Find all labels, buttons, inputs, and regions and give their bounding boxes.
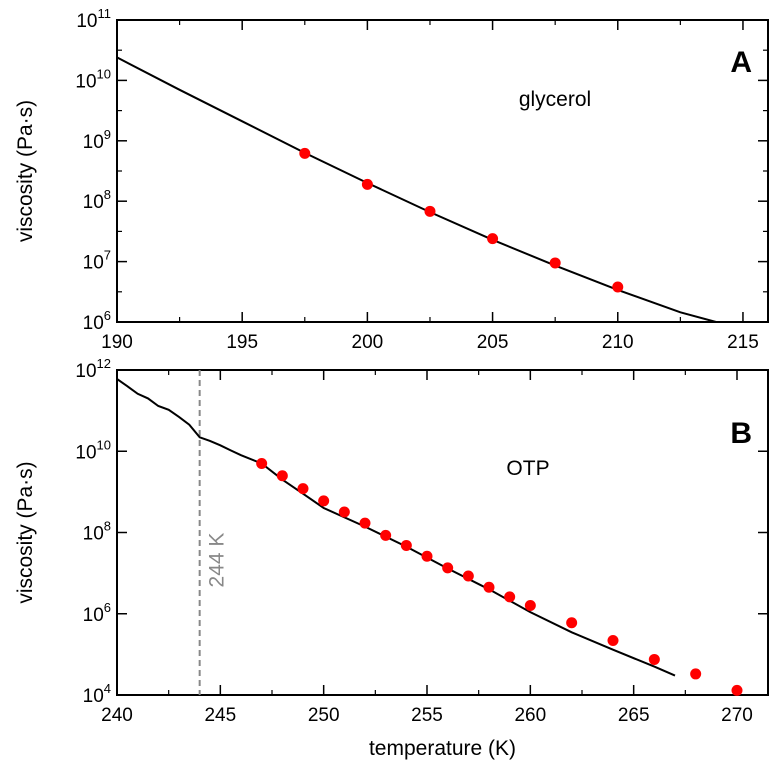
x-tick-label: 245 (204, 705, 236, 726)
x-tick-label: 200 (352, 332, 384, 353)
data-point (690, 668, 702, 680)
data-point (462, 570, 474, 582)
y-tick-label: 1012 (75, 356, 111, 382)
x-tick-label: 240 (101, 705, 133, 726)
plot-frame (116, 19, 769, 323)
panel-annotation: OTP (506, 457, 549, 480)
data-point (400, 539, 412, 551)
y-tick-label: 108 (83, 519, 111, 545)
panel-a: 190 195 200 205 210 215 106 107 108 109 1010 1011 Ag… (14, 6, 769, 353)
data-point (566, 617, 578, 629)
y-tick-label: 1010 (75, 66, 111, 92)
y-tick-label: 1011 (76, 6, 111, 32)
data-point (607, 634, 619, 646)
x-tick-label: 210 (602, 332, 634, 353)
x-tick-label: 250 (308, 705, 340, 726)
plot-frame (116, 369, 769, 696)
data-point (276, 470, 288, 482)
data-point (612, 281, 624, 293)
y-tick-label: 104 (83, 681, 111, 707)
panel-letter: A (730, 46, 752, 79)
data-point (318, 495, 330, 507)
y-tick-label: 106 (83, 600, 111, 626)
panel-annotation: glycerol (519, 88, 591, 111)
data-point (483, 581, 495, 593)
data-point (648, 653, 660, 665)
x-tick-label: 265 (618, 705, 650, 726)
data-point (731, 684, 743, 696)
y-axis-title: viscosity (Pa·s) (14, 100, 37, 242)
data-point (299, 147, 311, 159)
data-point (297, 483, 309, 495)
reference-line-label: 244 K (206, 533, 229, 588)
fit-curve (117, 378, 676, 677)
data-point (424, 205, 436, 217)
data-point (524, 599, 536, 611)
data-point (359, 517, 371, 529)
data-point (421, 550, 433, 562)
data-point (504, 591, 516, 603)
x-axis-title: temperature (K) (369, 737, 516, 760)
y-tick-label: 109 (83, 127, 111, 153)
data-point (338, 506, 350, 518)
y-tick-label: 107 (83, 248, 111, 274)
y-tick-label: 108 (83, 187, 111, 213)
x-tick-label: 215 (727, 332, 759, 353)
data-point (380, 529, 392, 541)
data-point (442, 562, 454, 574)
fit-curve (117, 56, 719, 322)
panel-b: 240 245 250 255 260 265 270 104 106 108 1010 1012 24… (14, 356, 769, 760)
x-tick-label: 260 (514, 705, 546, 726)
x-tick-label: 255 (411, 705, 443, 726)
x-tick-label: 195 (226, 332, 258, 353)
x-tick-label: 190 (101, 332, 133, 353)
y-axis-title: viscosity (Pa·s) (14, 461, 37, 603)
data-point (487, 233, 499, 245)
panel-letter: B (730, 417, 752, 450)
x-tick-label: 205 (477, 332, 509, 353)
y-tick-label: 1010 (75, 437, 111, 463)
data-point (361, 178, 373, 190)
data-point (549, 257, 561, 269)
x-tick-label: 270 (721, 705, 753, 726)
data-point (256, 457, 268, 469)
y-tick-label: 106 (83, 308, 111, 334)
